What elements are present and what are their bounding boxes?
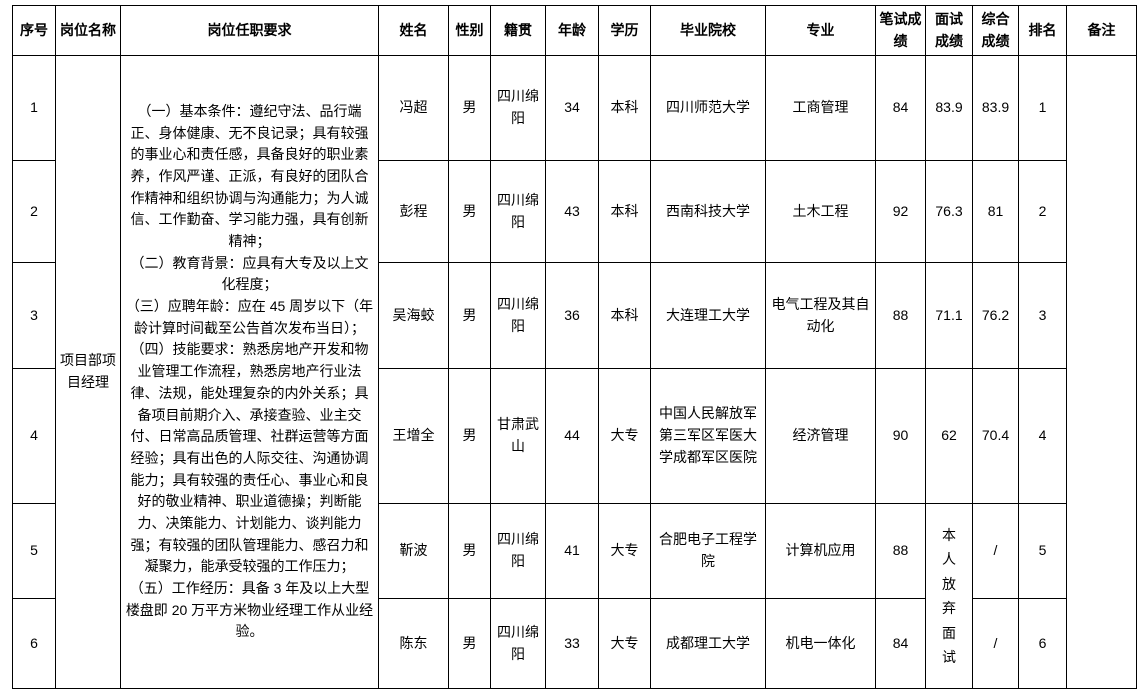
name-cell: 吴海蛟 [378,262,449,369]
school-cell: 西南科技大学 [650,160,766,263]
rank-cell: 4 [1018,368,1067,504]
gender-cell: 男 [448,160,491,263]
rank-cell: 2 [1018,160,1067,263]
name-cell: 冯超 [378,55,449,161]
age-cell: 41 [545,503,599,599]
header-requirements: 岗位任职要求 [120,5,379,56]
school-cell: 四川师范大学 [650,55,766,161]
major-cell: 土木工程 [765,160,876,263]
rank-cell: 5 [1018,503,1067,599]
header-remarks: 备注 [1066,5,1137,56]
written-score-cell: 92 [875,160,926,263]
remarks-cell [1066,55,1137,689]
name-cell: 靳波 [378,503,449,599]
table-row: 6 陈东 男 四川绵阳 33 大专 成都理工大学 机电一体化 84 / 6 [12,598,1137,689]
hometown-cell: 四川绵阳 [490,262,546,369]
table-row: 3 吴海蛟 男 四川绵阳 36 本科 大连理工大学 电气工程及其自动化 88 7… [12,262,1137,369]
education-cell: 本科 [598,262,651,369]
school-cell: 中国人民解放军第三军区军医大学成都军区医院 [650,368,766,504]
recruitment-results-table: 序号 岗位名称 岗位任职要求 姓名 性别 籍贯 年龄 学历 毕业院校 专业 笔试… [12,5,1137,689]
education-cell: 本科 [598,55,651,161]
interview-score-cell: 76.3 [925,160,973,263]
age-cell: 33 [545,598,599,689]
serial-cell: 6 [12,598,56,689]
position-name-cell: 项目部项目经理 [55,55,121,689]
name-cell: 陈东 [378,598,449,689]
header-interview-score: 面试成绩 [925,5,973,56]
interview-score-cell: 71.1 [925,262,973,369]
hometown-cell: 四川绵阳 [490,160,546,263]
interview-waived-note-cell: 本人放弃面试 [925,503,973,689]
gender-cell: 男 [448,368,491,504]
written-score-cell: 90 [875,368,926,504]
header-hometown: 籍贯 [490,5,546,56]
education-cell: 大专 [598,503,651,599]
serial-cell: 5 [12,503,56,599]
rank-cell: 3 [1018,262,1067,369]
age-cell: 43 [545,160,599,263]
header-row: 序号 岗位名称 岗位任职要求 姓名 性别 籍贯 年龄 学历 毕业院校 专业 笔试… [12,5,1137,56]
table-row: 2 彭程 男 四川绵阳 43 本科 西南科技大学 土木工程 92 76.3 81… [12,160,1137,263]
major-cell: 经济管理 [765,368,876,504]
gender-cell: 男 [448,262,491,369]
major-cell: 工商管理 [765,55,876,161]
header-age: 年龄 [545,5,599,56]
hometown-cell: 四川绵阳 [490,55,546,161]
written-score-cell: 88 [875,503,926,599]
header-serial: 序号 [12,5,56,56]
major-cell: 机电一体化 [765,598,876,689]
table-row: 1 项目部项目经理 （一）基本条件：遵纪守法、品行端正、身体健康、无不良记录；具… [12,55,1137,689]
education-cell: 大专 [598,368,651,504]
written-score-cell: 84 [875,55,926,161]
serial-cell: 3 [12,262,56,369]
interview-score-cell: 62 [925,368,973,504]
age-cell: 44 [545,368,599,504]
gender-cell: 男 [448,598,491,689]
overall-score-cell: 76.2 [972,262,1019,369]
overall-score-cell: / [972,503,1019,599]
header-name: 姓名 [378,5,449,56]
overall-score-cell: 81 [972,160,1019,263]
serial-cell: 1 [12,55,56,161]
rank-cell: 6 [1018,598,1067,689]
overall-score-cell: 70.4 [972,368,1019,504]
overall-score-cell: 83.9 [972,55,1019,161]
school-cell: 合肥电子工程学院 [650,503,766,599]
school-cell: 成都理工大学 [650,598,766,689]
gender-cell: 男 [448,503,491,599]
age-cell: 36 [545,262,599,369]
age-cell: 34 [545,55,599,161]
header-written-score: 笔试成绩 [875,5,926,56]
serial-cell: 2 [12,160,56,263]
rank-cell: 1 [1018,55,1067,161]
table-row: 4 王增全 男 甘肃武山 44 大专 中国人民解放军第三军区军医大学成都军区医院… [12,368,1137,504]
hometown-cell: 甘肃武山 [490,368,546,504]
gender-cell: 男 [448,55,491,161]
header-gender: 性别 [448,5,491,56]
interview-score-cell: 83.9 [925,55,973,161]
hometown-cell: 四川绵阳 [490,598,546,689]
header-major: 专业 [765,5,876,56]
name-cell: 王增全 [378,368,449,504]
header-school: 毕业院校 [650,5,766,56]
table-row: 5 靳波 男 四川绵阳 41 大专 合肥电子工程学院 计算机应用 88 本人放弃… [12,503,1137,689]
header-overall-score: 综合成绩 [972,5,1019,56]
education-cell: 本科 [598,160,651,263]
major-cell: 计算机应用 [765,503,876,599]
interview-waived-note: 本人放弃面试 [941,526,956,666]
serial-cell: 4 [12,368,56,504]
header-education: 学历 [598,5,651,56]
education-cell: 大专 [598,598,651,689]
written-score-cell: 88 [875,262,926,369]
major-cell: 电气工程及其自动化 [765,262,876,369]
header-position: 岗位名称 [55,5,121,56]
school-cell: 大连理工大学 [650,262,766,369]
overall-score-cell: / [972,598,1019,689]
requirements-cell: （一）基本条件：遵纪守法、品行端正、身体健康、无不良记录；具有较强的事业心和责任… [120,55,379,689]
name-cell: 彭程 [378,160,449,263]
header-rank: 排名 [1018,5,1067,56]
hometown-cell: 四川绵阳 [490,503,546,599]
written-score-cell: 84 [875,598,926,689]
